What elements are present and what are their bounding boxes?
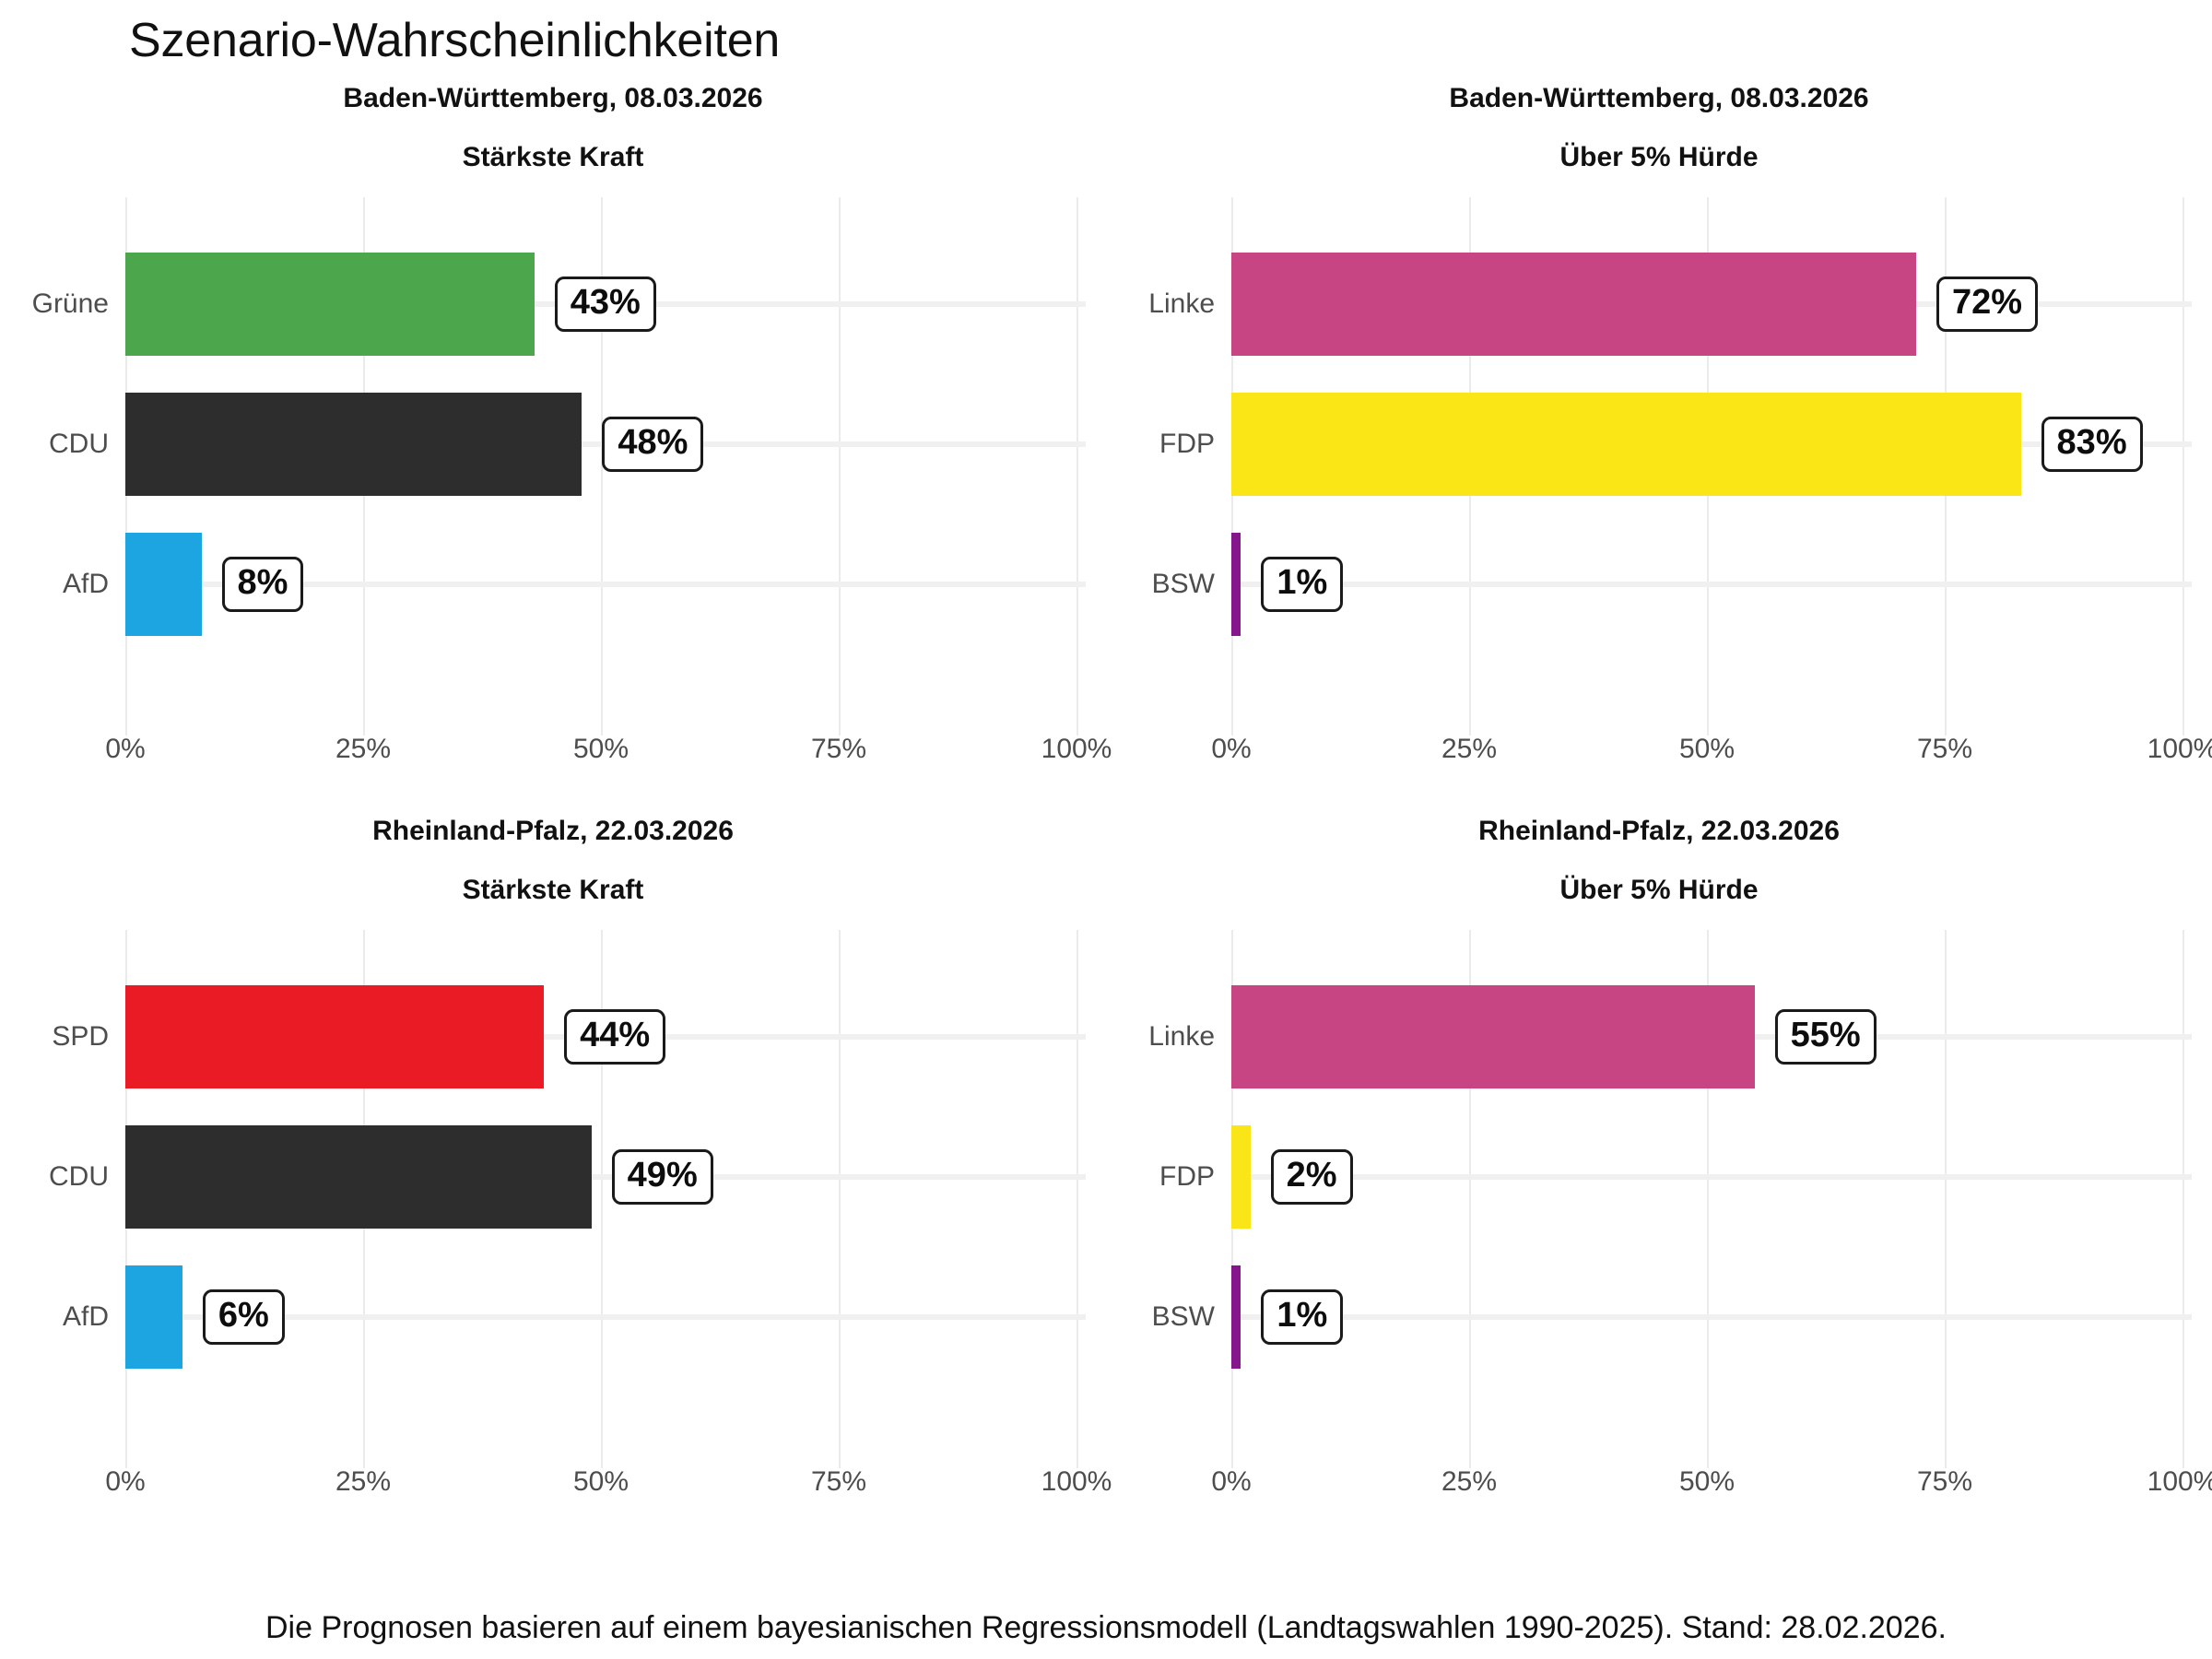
gridline-vertical xyxy=(601,930,603,1468)
x-axis-tick-label: 25% xyxy=(335,1466,392,1497)
x-axis-tick-label: 0% xyxy=(1211,1466,1252,1497)
x-axis-tick-label: 50% xyxy=(1678,734,1735,764)
bar xyxy=(125,1125,592,1229)
panel-title: Rheinland-Pfalz, 22.03.2026 xyxy=(372,816,734,846)
x-axis-tick-label: 100% xyxy=(1041,734,1112,764)
x-axis-tick-label: 0% xyxy=(105,734,146,764)
bar-value-label: 1% xyxy=(1261,557,1344,612)
gridline-horizontal xyxy=(125,1174,1086,1180)
plot-area: Linke 72% FDP 83% BSW 1% xyxy=(1148,197,2192,735)
x-axis: 0% 25% 50% 75% 100% xyxy=(1211,1466,2212,1512)
bar xyxy=(1231,533,1241,636)
panel-subtitle: Über 5% Hürde xyxy=(1559,142,1759,172)
x-axis: 0% 25% 50% 75% 100% xyxy=(105,734,1112,780)
panel-grid: Baden-Württemberg, 08.03.2026 Stärkste Kr… xyxy=(0,81,2212,1547)
x-axis-tick-label: 75% xyxy=(810,1466,867,1497)
bar xyxy=(1231,253,1917,356)
x-axis: 0% 25% 50% 75% 100% xyxy=(105,1466,1112,1512)
gridline-horizontal xyxy=(125,1314,1086,1320)
bar-value-label: 55% xyxy=(1774,1009,1877,1065)
gridline-horizontal xyxy=(1231,582,2192,587)
bar xyxy=(1231,985,1755,1088)
bar-value-label: 48% xyxy=(602,417,704,472)
category-label: SPD xyxy=(52,1021,109,1052)
plot-area: Linke 55% FDP 2% BSW 1% xyxy=(1148,930,2192,1468)
chart-panel: Baden-Württemberg, 08.03.2026 Über 5% Hür… xyxy=(1106,81,2212,814)
category-label: Linke xyxy=(1148,1021,1215,1052)
x-axis-tick-label: 25% xyxy=(1441,1466,1498,1497)
x-axis-tick-label: 0% xyxy=(105,1466,146,1497)
category-label: FDP xyxy=(1159,429,1215,459)
bar xyxy=(125,985,545,1088)
gridline-vertical xyxy=(1707,930,1709,1468)
gridline-vertical xyxy=(2183,197,2184,735)
gridline-horizontal xyxy=(125,582,1086,587)
gridline-vertical xyxy=(839,930,841,1468)
page-title: Szenario-Wahrscheinlichkeiten xyxy=(129,14,781,67)
bar-value-label: 2% xyxy=(1270,1149,1353,1205)
bar-value-label: 72% xyxy=(1936,276,2039,332)
panel-title: Baden-Württemberg, 08.03.2026 xyxy=(343,83,763,113)
x-axis-tick-label: 75% xyxy=(1916,1466,1973,1497)
gridline-vertical xyxy=(1077,197,1078,735)
category-label: AfD xyxy=(62,569,109,599)
category-label: AfD xyxy=(62,1301,109,1332)
category-label: Grüne xyxy=(31,288,109,319)
bar xyxy=(125,533,202,636)
x-axis-tick-label: 100% xyxy=(1041,1466,1112,1497)
panel-title: Baden-Württemberg, 08.03.2026 xyxy=(1449,83,1869,113)
bar-value-label: 83% xyxy=(2041,417,2143,472)
gridline-vertical xyxy=(1077,930,1078,1468)
bar xyxy=(125,253,535,356)
bar xyxy=(1231,393,2021,496)
x-axis-tick-label: 0% xyxy=(1211,734,1252,764)
plot-area: Grüne 43% CDU 48% AfD 8% xyxy=(32,197,1086,735)
gridline-vertical xyxy=(839,197,841,735)
plot-area: SPD 44% CDU 49% AfD 6% xyxy=(49,930,1086,1468)
bar-value-label: 49% xyxy=(611,1149,713,1205)
chart-panel: Baden-Württemberg, 08.03.2026 Stärkste Kr… xyxy=(0,81,1112,814)
x-axis-tick-label: 100% xyxy=(2147,1466,2212,1497)
x-axis-tick-label: 25% xyxy=(335,734,392,764)
chart-caption: Die Prognosen basieren auf einem bayesia… xyxy=(265,1610,1947,1645)
x-axis: 0% 25% 50% 75% 100% xyxy=(1211,734,2212,780)
gridline-vertical xyxy=(1469,930,1471,1468)
bar xyxy=(125,1265,182,1369)
gridline-horizontal xyxy=(1231,1314,2192,1320)
x-axis-tick-label: 25% xyxy=(1441,734,1498,764)
bar-value-label: 44% xyxy=(564,1009,666,1065)
gridline-horizontal xyxy=(1231,1174,2192,1180)
gridline-vertical xyxy=(601,197,603,735)
gridline-vertical xyxy=(1945,930,1947,1468)
category-label: BSW xyxy=(1151,1301,1215,1332)
x-axis-tick-label: 100% xyxy=(2147,734,2212,764)
category-label: Linke xyxy=(1148,288,1215,319)
category-label: FDP xyxy=(1159,1161,1215,1192)
panel-title: Rheinland-Pfalz, 22.03.2026 xyxy=(1478,816,1840,846)
category-label: BSW xyxy=(1151,569,1215,599)
bar xyxy=(1231,1125,1251,1229)
x-axis-tick-label: 75% xyxy=(1916,734,1973,764)
bar-value-label: 8% xyxy=(221,557,304,612)
x-axis-tick-label: 50% xyxy=(572,1466,629,1497)
panel-subtitle: Über 5% Hürde xyxy=(1559,875,1759,905)
bar-value-label: 1% xyxy=(1261,1289,1344,1345)
chart-panel: Rheinland-Pfalz, 22.03.2026 Über 5% Hürde… xyxy=(1106,814,2212,1547)
x-axis-tick-label: 50% xyxy=(572,734,629,764)
gridline-vertical xyxy=(2183,930,2184,1468)
category-label: CDU xyxy=(49,429,109,459)
bar xyxy=(125,393,582,496)
bar-value-label: 43% xyxy=(554,276,656,332)
bar xyxy=(1231,1265,1241,1369)
chart-panel: Rheinland-Pfalz, 22.03.2026 Stärkste Kraf… xyxy=(0,814,1112,1547)
x-axis-tick-label: 75% xyxy=(810,734,867,764)
x-axis-tick-label: 50% xyxy=(1678,1466,1735,1497)
panel-subtitle: Stärkste Kraft xyxy=(462,142,644,172)
bar-value-label: 6% xyxy=(202,1289,285,1345)
category-label: CDU xyxy=(49,1161,109,1192)
panel-subtitle: Stärkste Kraft xyxy=(462,875,644,905)
